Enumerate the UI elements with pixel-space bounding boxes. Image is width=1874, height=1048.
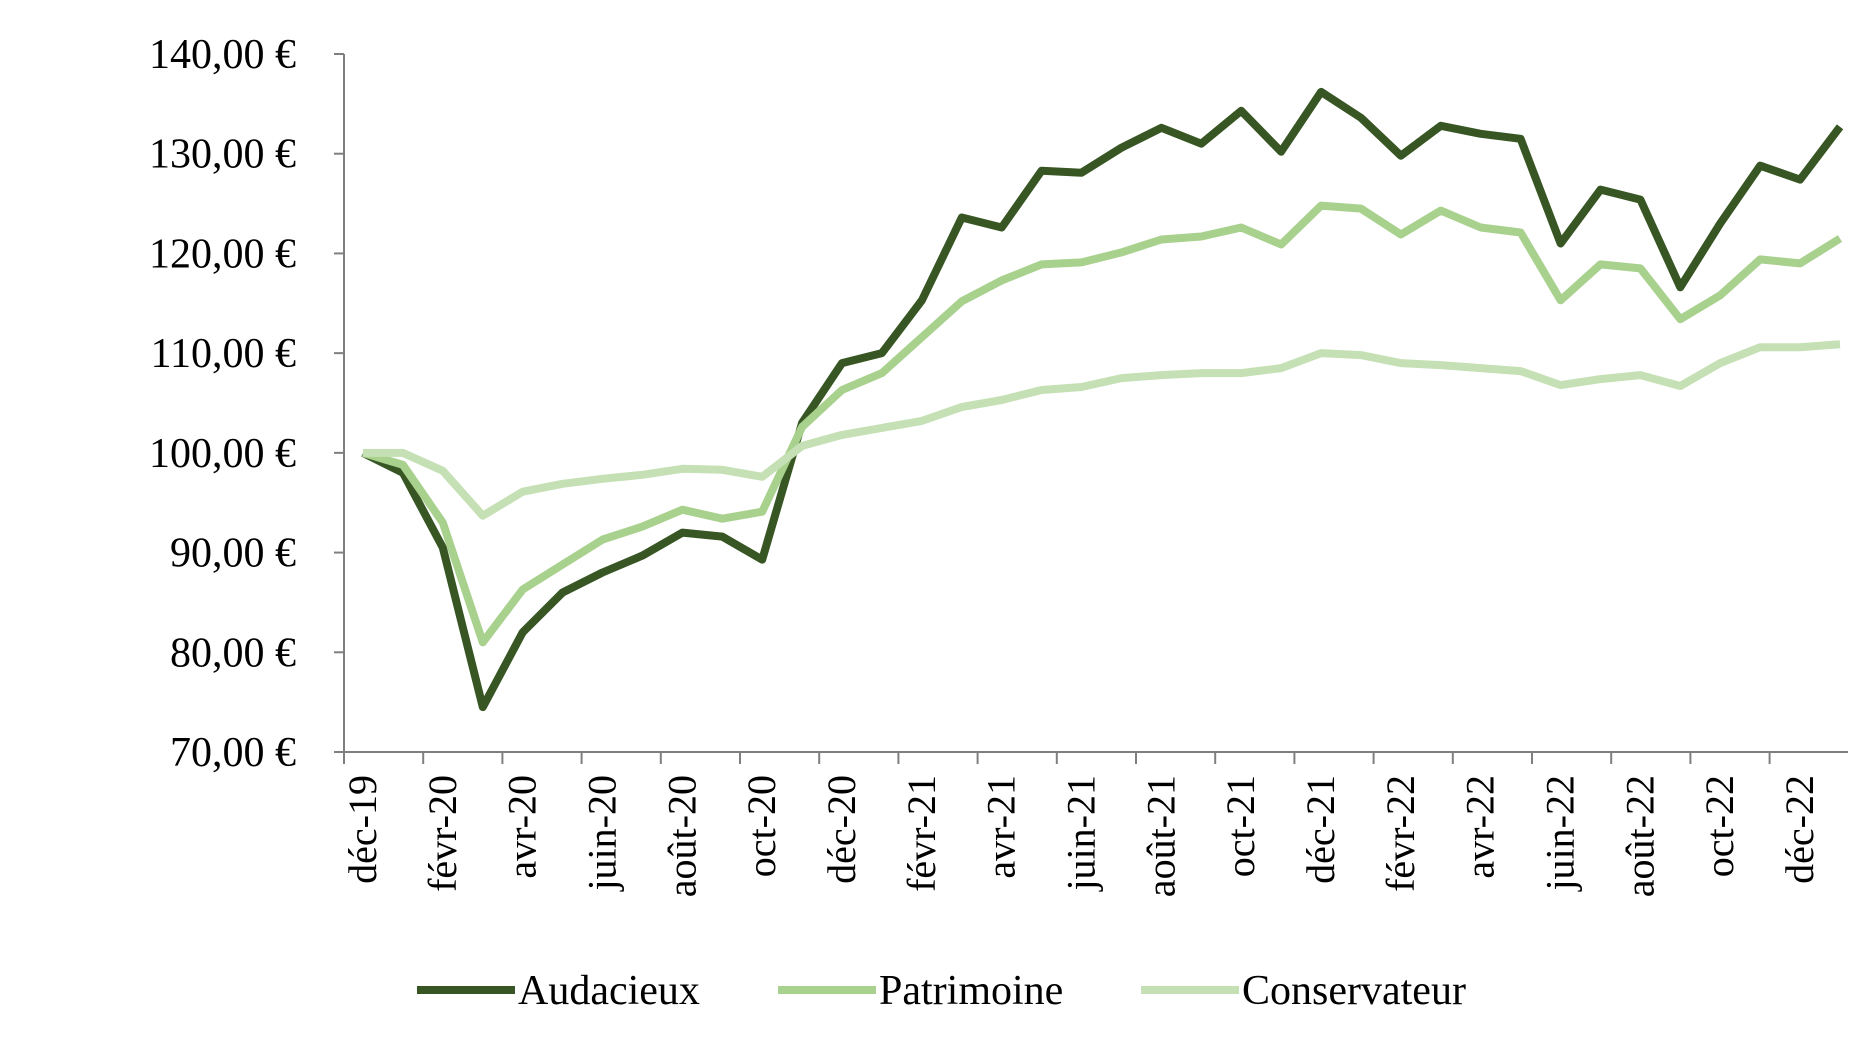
series-lines [361,87,1844,712]
x-tick-label: févr-21 [899,775,944,892]
y-tick-label: 110,00 € [151,331,296,377]
y-tick-label: 130,00 € [149,132,296,178]
legend-label-conservateur: Conservateur [1242,968,1466,1014]
y-tick-label: 100,00 € [149,431,296,477]
x-tick-label: avr-22 [1458,775,1503,879]
x-tick-label: oct-20 [739,775,784,877]
y-axis-ticks: 70,00 € 80,00 € 90,00 € 100,00 € 110,00 € 120… [149,32,344,776]
x-tick-label: oct-21 [1218,775,1263,877]
x-tick-label: juin-20 [580,775,625,893]
x-tick-label: févr-22 [1378,775,1423,892]
y-tick-label: 140,00 € [149,32,296,78]
series-line-conservateur [363,340,1841,520]
x-tick-label: déc-20 [819,775,864,884]
x-tick-label: août-21 [1138,775,1183,897]
series-line-audacieux [361,87,1844,712]
y-tick-label: 80,00 € [170,630,296,676]
y-tick-label: 120,00 € [149,231,296,277]
x-tick-label: déc-21 [1298,775,1343,884]
x-tick-label: févr-20 [420,775,465,892]
x-tick-label: juin-22 [1538,775,1583,893]
y-tick-label: 70,00 € [170,730,296,776]
x-tick-label: avr-20 [500,775,545,879]
x-axis-ticks: déc-19 févr-20 avr-20 juin-20 août-20 oct-20 d… [340,752,1822,897]
legend: Audacieux Patrimoine Conservateur [417,968,1466,1014]
x-tick-label: juin-21 [1059,775,1104,893]
x-tick-label: août-22 [1617,775,1662,897]
series-line-patrimoine [361,201,1843,647]
x-tick-label: déc-19 [340,775,385,884]
x-tick-label: avr-21 [979,775,1024,879]
y-tick-label: 90,00 € [170,531,296,577]
x-tick-label: oct-22 [1697,775,1742,877]
legend-label-audacieux: Audacieux [518,968,700,1014]
x-tick-label: août-20 [659,775,704,897]
legend-label-patrimoine: Patrimoine [879,968,1063,1014]
x-tick-label: déc-22 [1777,775,1822,884]
